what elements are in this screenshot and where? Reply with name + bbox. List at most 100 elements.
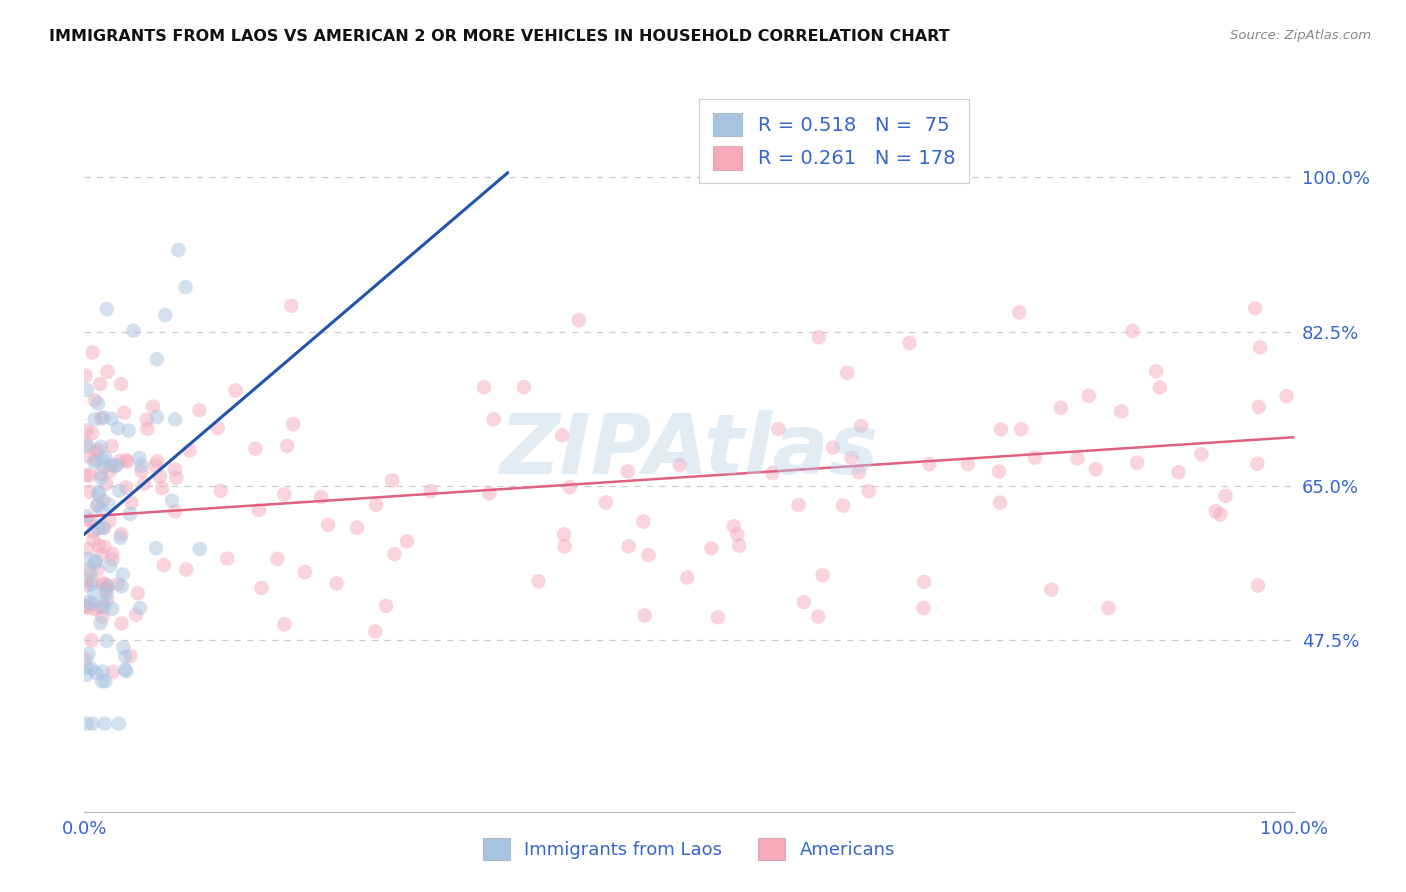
Point — [848, 465, 870, 479]
Point — [117, 455, 139, 469]
Point — [1084, 462, 1107, 476]
Point — [146, 352, 169, 367]
Point — [142, 400, 165, 414]
Point — [87, 539, 110, 553]
Point — [482, 412, 505, 426]
Point — [96, 582, 118, 596]
Point — [86, 562, 108, 576]
Point — [90, 467, 112, 481]
Legend: Immigrants from Laos, Americans: Immigrants from Laos, Americans — [475, 831, 903, 868]
Point — [247, 503, 270, 517]
Point — [97, 497, 120, 511]
Point — [165, 504, 187, 518]
Point — [472, 380, 495, 394]
Point — [127, 586, 149, 600]
Point — [707, 610, 730, 624]
Point — [104, 458, 127, 473]
Point — [956, 457, 979, 471]
Point — [115, 481, 138, 495]
Point — [101, 547, 124, 561]
Point — [91, 493, 114, 508]
Point — [90, 600, 112, 615]
Text: ZIPAtlas: ZIPAtlas — [499, 410, 879, 491]
Point — [316, 517, 339, 532]
Point — [98, 558, 121, 573]
Point — [209, 483, 232, 498]
Point — [188, 541, 211, 556]
Point — [1111, 404, 1133, 418]
Point — [76, 716, 98, 731]
Point — [761, 466, 783, 480]
Point — [77, 561, 100, 575]
Point — [1149, 380, 1171, 394]
Point — [76, 509, 98, 524]
Point — [107, 421, 129, 435]
Point — [294, 565, 316, 579]
Point — [207, 421, 229, 435]
Point — [633, 515, 655, 529]
Point — [163, 462, 186, 476]
Point — [75, 368, 97, 383]
Point — [90, 548, 112, 562]
Point — [91, 595, 114, 609]
Point — [245, 442, 267, 456]
Point — [676, 570, 699, 584]
Point — [100, 411, 122, 425]
Point — [912, 601, 935, 615]
Point — [273, 487, 295, 501]
Point — [700, 541, 723, 556]
Point — [1209, 508, 1232, 522]
Point — [128, 450, 150, 465]
Point — [84, 445, 107, 459]
Point — [84, 453, 107, 467]
Point — [82, 574, 104, 588]
Point — [75, 436, 97, 450]
Point — [96, 593, 118, 607]
Point — [1010, 422, 1032, 436]
Point — [93, 410, 115, 425]
Point — [76, 667, 98, 681]
Point — [1249, 341, 1271, 355]
Point — [76, 573, 98, 587]
Point — [553, 527, 575, 541]
Point — [114, 649, 136, 664]
Point — [898, 335, 921, 350]
Point — [77, 600, 100, 615]
Point — [93, 540, 115, 554]
Point — [101, 601, 124, 615]
Point — [77, 449, 100, 463]
Point — [179, 443, 201, 458]
Point — [84, 555, 107, 569]
Point — [82, 524, 104, 539]
Point — [101, 665, 124, 679]
Point — [83, 455, 105, 469]
Point — [91, 521, 114, 535]
Point — [94, 582, 117, 596]
Point — [120, 507, 142, 521]
Point — [1024, 450, 1046, 465]
Point — [84, 554, 107, 568]
Point — [346, 520, 368, 534]
Point — [1247, 578, 1270, 592]
Point — [811, 568, 834, 582]
Point — [617, 539, 640, 553]
Point — [76, 424, 98, 438]
Point — [76, 439, 98, 453]
Point — [395, 534, 418, 549]
Point — [77, 513, 100, 527]
Point — [723, 519, 745, 533]
Point — [80, 661, 103, 675]
Point — [111, 567, 134, 582]
Point — [174, 280, 197, 294]
Point — [110, 531, 132, 545]
Point — [111, 616, 134, 631]
Point — [807, 609, 830, 624]
Point — [84, 602, 107, 616]
Point — [101, 552, 124, 566]
Point — [86, 499, 108, 513]
Point — [837, 366, 859, 380]
Point — [97, 579, 120, 593]
Point — [97, 365, 120, 379]
Point — [108, 483, 131, 498]
Point — [87, 485, 110, 500]
